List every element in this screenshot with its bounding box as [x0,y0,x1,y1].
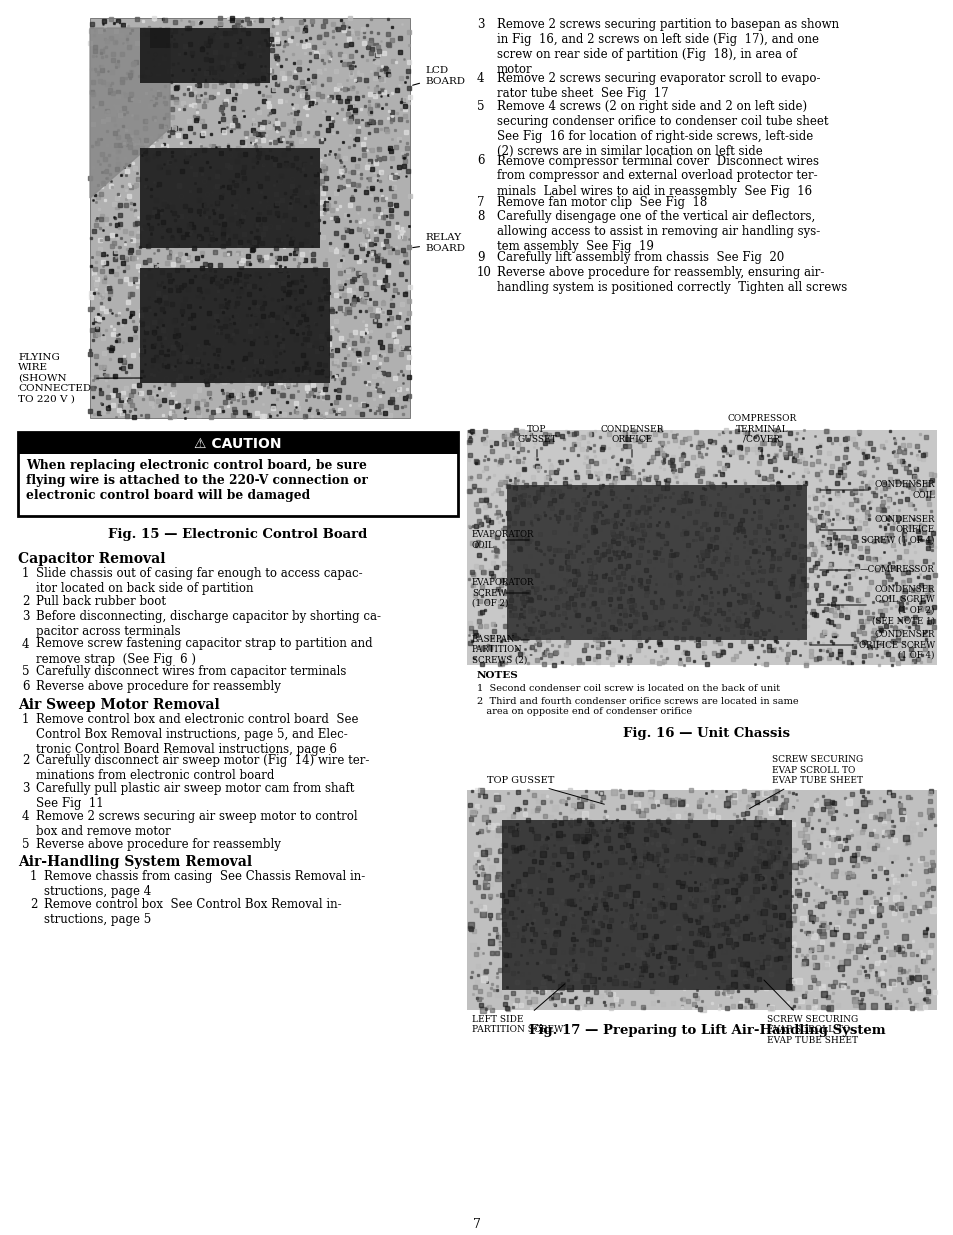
Text: Remove control box and electronic control board  See
Control Box Removal instruc: Remove control box and electronic contro… [36,713,358,756]
Bar [140,148,319,248]
Text: RELAY
BOARD: RELAY BOARD [413,233,464,253]
Text: SCREW SECURING
EVAP SCROLL TO
EVAP TUBE SHEET: SCREW SECURING EVAP SCROLL TO EVAP TUBE … [749,755,862,809]
Text: 2: 2 [22,753,30,767]
Text: 6: 6 [476,154,484,168]
Bar [501,820,791,990]
Text: Slide chassis out of casing far enough to access capac-
itor located on back sid: Slide chassis out of casing far enough t… [36,567,362,595]
Text: Fig. 17 — Preparing to Lift Air-Handling System: Fig. 17 — Preparing to Lift Air-Handling… [528,1024,884,1037]
Text: 3: 3 [22,782,30,795]
Text: 2: 2 [22,595,30,608]
Text: 8: 8 [476,210,484,224]
Text: 3: 3 [22,610,30,622]
Text: ⚠ CAUTION: ⚠ CAUTION [194,437,281,451]
Text: CONDENSER
ORIFICE
SCREW (1 OF 4): CONDENSER ORIFICE SCREW (1 OF 4) [819,515,934,545]
Bar [90,19,410,417]
Text: Carefully pull plastic air sweep motor cam from shaft
See Fig  11: Carefully pull plastic air sweep motor c… [36,782,354,810]
Polygon shape [90,28,170,198]
Text: Remove 2 screws securing air sweep motor to control
box and remove motor: Remove 2 screws securing air sweep motor… [36,810,357,837]
Text: Capacitor Removal: Capacitor Removal [18,552,165,566]
Bar [506,485,806,640]
Bar [18,432,457,454]
Text: CONDENSER
COIL SCREW
(1 OF 2)
(SEE NOTE 1): CONDENSER COIL SCREW (1 OF 2) (SEE NOTE … [819,585,934,625]
Text: Pull back rubber boot: Pull back rubber boot [36,595,166,608]
Text: 3: 3 [476,19,484,31]
Text: 2: 2 [30,898,37,911]
Text: Remove 4 screws (2 on right side and 2 on left side)
securing condenser orifice : Remove 4 screws (2 on right side and 2 o… [497,100,827,158]
Text: Remove 2 screws securing partition to basepan as shown
in Fig  16, and 2 screws : Remove 2 screws securing partition to ba… [497,19,839,77]
Text: CONDENSER
ORIFICE SCREW
(1 OF 4): CONDENSER ORIFICE SCREW (1 OF 4) [809,630,934,659]
Text: Fig. 16 — Unit Chassis: Fig. 16 — Unit Chassis [623,727,790,740]
Text: Air-Handling System Removal: Air-Handling System Removal [18,856,252,869]
Text: PARTITION
SCREWS (2): PARTITION SCREWS (2) [472,646,532,664]
Text: Carefully lift assembly from chassis  See Fig  20: Carefully lift assembly from chassis See… [497,252,783,264]
Text: 10: 10 [476,266,492,279]
Text: Reverse above procedure for reassembly, ensuring air-
handling system is positio: Reverse above procedure for reassembly, … [497,266,846,294]
Bar [140,28,270,83]
Text: 1: 1 [22,713,30,726]
Text: 4: 4 [22,810,30,823]
Bar [467,790,936,1010]
Text: COMPRESSOR
TERMINAL
/COVER: COMPRESSOR TERMINAL /COVER [726,414,796,457]
Text: 4: 4 [476,73,484,85]
Bar [467,430,936,664]
Text: FLYING
WIRE
(SHOWN
CONNECTED
TO 220 V ): FLYING WIRE (SHOWN CONNECTED TO 220 V ) [18,353,142,404]
Text: 6: 6 [22,680,30,693]
Text: Remove screw fastening capacitor strap to partition and
remove strap  (See Fig  : Remove screw fastening capacitor strap t… [36,637,373,666]
Text: Reverse above procedure for reassembly: Reverse above procedure for reassembly [36,837,280,851]
Bar [140,268,330,383]
Text: EVAPORATOR
COIL: EVAPORATOR COIL [472,530,534,550]
Text: 4: 4 [22,637,30,651]
Text: SCREW SECURING
EVAP SCROLL TO
EVAP TUBE SHEET: SCREW SECURING EVAP SCROLL TO EVAP TUBE … [763,981,858,1045]
Text: NOTES: NOTES [476,671,518,680]
Text: Remove fan motor clip  See Fig  18: Remove fan motor clip See Fig 18 [497,195,706,209]
Text: TOP GUSSET: TOP GUSSET [486,776,603,804]
Text: BASEPAN: BASEPAN [472,636,529,645]
Text: Fig. 15 — Electronic Control Board: Fig. 15 — Electronic Control Board [109,529,367,541]
Text: Before disconnecting, discharge capacitor by shorting ca-
pacitor across termina: Before disconnecting, discharge capacito… [36,610,380,637]
Text: CONDENSER
ORIFICE: CONDENSER ORIFICE [599,425,663,457]
Text: 1  Second condenser coil screw is located on the back of unit: 1 Second condenser coil screw is located… [476,684,780,693]
Text: Reverse above procedure for reassembly: Reverse above procedure for reassembly [36,680,280,693]
Bar [18,432,457,516]
Text: 1: 1 [30,871,37,883]
Text: 5: 5 [22,837,30,851]
Text: 1: 1 [22,567,30,580]
Text: 5: 5 [22,666,30,678]
Text: Carefully disconnect wires from capacitor terminals: Carefully disconnect wires from capacito… [36,666,346,678]
Text: TOP
GUSSET: TOP GUSSET [517,425,557,457]
Text: When replacing electronic control board, be sure
flying wire is attached to the : When replacing electronic control board,… [26,459,368,501]
Text: LEFT SIDE
PARTITION SCREW: LEFT SIDE PARTITION SCREW [472,984,564,1035]
Text: Carefully disengage one of the vertical air deflectors,
allowing access to assis: Carefully disengage one of the vertical … [497,210,820,253]
Text: —COMPRESSOR: —COMPRESSOR [819,566,934,574]
Text: Carefully disconnect air sweep motor (Fig  14) wire ter-
minations from electron: Carefully disconnect air sweep motor (Fi… [36,753,369,782]
Text: Air Sweep Motor Removal: Air Sweep Motor Removal [18,698,219,711]
Text: 9: 9 [476,252,484,264]
Text: 7: 7 [476,195,484,209]
Text: Remove chassis from casing  See Chassis Removal in-
structions, page 4: Remove chassis from casing See Chassis R… [44,871,365,898]
Text: 2  Third and fourth condenser orifice screws are located in same
   area on oppo: 2 Third and fourth condenser orifice scr… [476,697,798,716]
Text: Remove control box  See Control Box Removal in-
structions, page 5: Remove control box See Control Box Remov… [44,898,341,926]
Text: EVAPORATOR
SCREW
(1 OF 2): EVAPORATOR SCREW (1 OF 2) [472,578,534,608]
Text: Remove 2 screws securing evaporator scroll to evapo-
rator tube sheet  See Fig  : Remove 2 screws securing evaporator scro… [497,73,820,100]
Text: Remove compressor terminal cover  Disconnect wires
from compressor and external : Remove compressor terminal cover Disconn… [497,154,818,198]
Bar [150,28,170,48]
Text: 5: 5 [476,100,484,114]
Text: 7: 7 [473,1218,480,1231]
Text: CONDENSER
COIL: CONDENSER COIL [819,480,934,500]
Text: LCD
BOARD: LCD BOARD [413,67,464,85]
